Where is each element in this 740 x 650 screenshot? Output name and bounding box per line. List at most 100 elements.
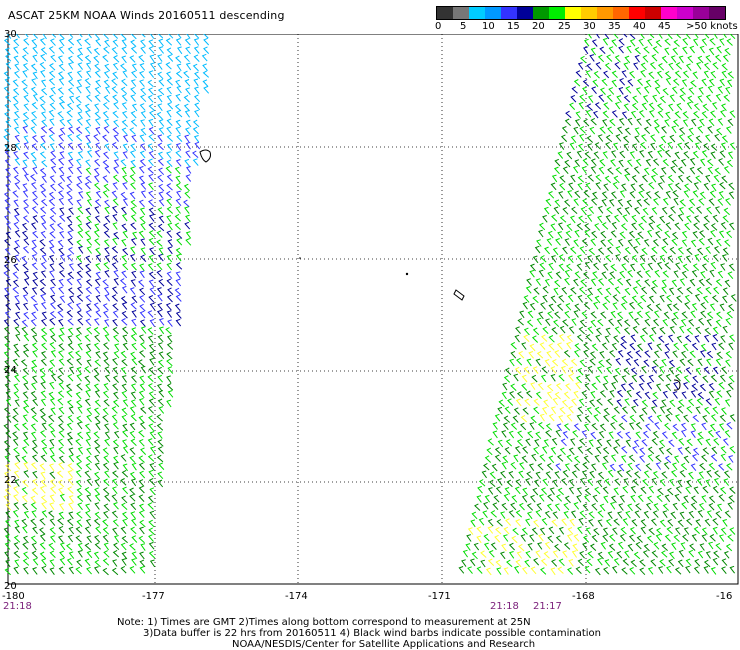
wind-barb — [594, 486, 601, 495]
wind-barb — [621, 70, 627, 78]
wind-barb — [32, 54, 38, 63]
wind-barb — [634, 510, 641, 519]
wind-barb — [723, 551, 730, 559]
wind-barb — [120, 454, 127, 462]
wind-barb — [66, 309, 73, 318]
wind-barb — [156, 230, 163, 238]
wind-barb — [140, 182, 147, 190]
wind-barb — [614, 478, 621, 486]
wind-barb — [120, 542, 127, 551]
wind-barb — [94, 238, 101, 246]
wind-barb — [686, 101, 693, 110]
wind-barb — [625, 358, 632, 366]
wind-barb — [661, 358, 667, 367]
wind-barb — [585, 182, 592, 191]
wind-barb — [76, 519, 83, 527]
wind-barb — [58, 95, 65, 104]
wind-barb — [112, 174, 120, 183]
wind-barb — [166, 294, 173, 303]
wind-barb — [166, 278, 173, 286]
wind-barb — [147, 158, 154, 167]
wind-barb — [610, 422, 616, 430]
wind-barb — [175, 143, 182, 151]
wind-barb — [629, 34, 636, 40]
wind-barb — [502, 455, 509, 463]
wind-barb — [50, 54, 57, 63]
wind-barb — [682, 70, 690, 78]
wind-barb — [635, 279, 642, 288]
wind-barb — [157, 71, 164, 80]
wind-barb — [643, 359, 650, 367]
wind-barb — [642, 430, 650, 439]
wind-barb — [673, 381, 679, 390]
wind-barb — [40, 390, 47, 399]
wind-barb — [148, 46, 155, 54]
wind-barb — [715, 93, 722, 102]
wind-barb — [184, 127, 191, 135]
wind-barb — [696, 478, 703, 486]
wind-barb — [68, 526, 75, 535]
wind-barb — [683, 455, 690, 464]
wind-barb — [113, 334, 120, 343]
wind-barb — [641, 102, 648, 111]
wind-barb — [535, 509, 542, 518]
wind-barb — [525, 438, 531, 447]
wind-barb — [174, 166, 181, 175]
wind-barb — [594, 406, 601, 415]
wind-barb — [166, 342, 174, 350]
wind-barb — [58, 430, 65, 438]
wind-barb — [571, 550, 578, 558]
wind-barb — [77, 223, 84, 232]
wind-barb — [139, 319, 146, 327]
wind-barb — [580, 206, 587, 215]
wind-barb — [710, 110, 717, 118]
wind-barb — [103, 262, 110, 270]
wind-barb — [23, 103, 30, 111]
wind-barb — [640, 134, 647, 142]
wind-barb — [715, 510, 722, 519]
wind-barb — [672, 311, 679, 320]
wind-barb — [58, 446, 65, 455]
wind-barb — [30, 173, 37, 182]
wind-barb — [48, 463, 55, 472]
wind-barb — [621, 406, 628, 414]
wind-barb — [603, 407, 610, 416]
wind-barb — [3, 326, 11, 335]
wind-barb — [568, 486, 575, 495]
wind-barb — [85, 175, 92, 184]
wind-barb — [21, 494, 28, 503]
wind-barb — [58, 71, 65, 79]
wind-barb — [606, 366, 612, 375]
wind-barb — [716, 503, 723, 512]
wind-barb — [111, 494, 118, 502]
wind-barb — [21, 54, 29, 62]
wind-barb — [50, 165, 57, 174]
wind-barb — [581, 310, 588, 319]
wind-barb — [651, 438, 658, 446]
wind-barb — [32, 34, 38, 39]
wind-barb — [5, 510, 11, 519]
wind-barb — [705, 286, 712, 295]
wind-barb — [49, 143, 55, 151]
wind-barb — [166, 109, 172, 118]
wind-barb — [602, 37, 609, 46]
wind-barb — [550, 446, 557, 455]
wind-barb — [586, 407, 593, 415]
wind-barb — [158, 191, 164, 200]
wind-barb — [526, 511, 533, 520]
wind-barb — [597, 134, 604, 142]
wind-barb — [597, 54, 605, 63]
wind-barb — [76, 358, 83, 366]
wind-barb — [4, 471, 10, 480]
wind-barb — [699, 543, 705, 551]
wind-barb — [184, 158, 190, 167]
wind-barb — [729, 34, 736, 40]
wind-barb — [641, 327, 648, 335]
wind-barb — [577, 295, 583, 303]
wind-barb — [140, 247, 146, 255]
wind-barb — [709, 38, 716, 46]
wind-barb — [560, 438, 567, 447]
wind-barb — [709, 303, 716, 311]
wind-barb — [606, 54, 613, 62]
wind-barb — [476, 526, 483, 534]
